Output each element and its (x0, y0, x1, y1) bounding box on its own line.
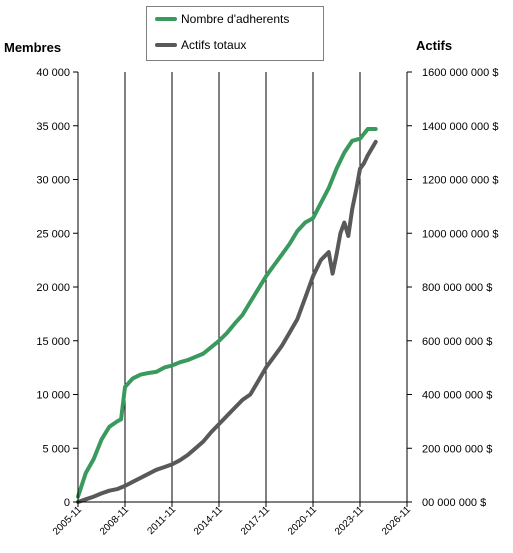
series-lines (76, 127, 378, 504)
right-tick-label: 400 000 000 $ (422, 390, 492, 402)
left-tick-label: 0 (64, 497, 70, 509)
legend-item-assets: Actifs totaux (155, 37, 246, 53)
x-tick-label: 2008-11 (98, 504, 132, 538)
right-tick-label: 1400 000 000 $ (422, 121, 498, 133)
left-axis-tick-labels: 0 5 000 10 000 15 000 20 000 25 000 30 000 35 0… (36, 67, 70, 509)
x-tick-label: 2023-11 (333, 504, 367, 538)
right-tick-label: 600 000 000 $ (422, 336, 492, 348)
left-tick-label: 15 000 (36, 336, 70, 348)
series-line-nombre-adherents (76, 127, 378, 499)
legend-swatch-members (155, 17, 177, 21)
right-tick-label: 00 000 000 $ (422, 497, 486, 509)
left-axis-title: Membres (4, 40, 62, 55)
left-tick-label: 10 000 (36, 390, 70, 402)
left-tick-label: 30 000 (36, 175, 70, 187)
right-tick-label: 1000 000 000 $ (422, 228, 498, 240)
x-tick-label: 2005-11 (51, 504, 85, 538)
axes (73, 71, 412, 507)
gridlines (77, 72, 408, 502)
x-axis-tick-labels: 2005-11 2008-11 2011-11 2014-11 2017-11 2020-… (51, 504, 414, 538)
series-line-actifs-totaux (76, 139, 378, 504)
legend-swatch-assets (155, 43, 177, 47)
left-tick-label: 5 000 (42, 443, 70, 455)
legend-label-assets: Actifs totaux (181, 38, 247, 52)
right-tick-label: 800 000 000 $ (422, 282, 492, 294)
left-tick-label: 25 000 (36, 228, 70, 240)
left-tick-label: 20 000 (36, 282, 70, 294)
right-axis-title: Actifs (416, 38, 453, 53)
left-tick-label: 35 000 (36, 121, 70, 133)
right-tick-label: 1200 000 000 $ (422, 175, 498, 187)
x-tick-label: 2014-11 (192, 504, 226, 538)
legend-item-members: Nombre d'adherents (155, 11, 289, 27)
x-tick-label: 2020-11 (286, 504, 320, 538)
right-tick-label: 200 000 000 $ (422, 443, 492, 455)
x-tick-label: 2011-11 (145, 504, 178, 537)
right-tick-label: 1600 000 000 $ (422, 67, 498, 79)
legend-label-members: Nombre d'adherents (181, 12, 290, 26)
x-tick-label: 2026-11 (380, 504, 414, 538)
left-tick-label: 40 000 (36, 67, 70, 79)
right-axis-tick-labels: 00 000 000 $ 200 000 000 $ 400 000 000 $ 60… (422, 67, 498, 509)
legend: Nombre d'adherents Actifs totaux (146, 6, 324, 61)
x-tick-label: 2017-11 (239, 504, 273, 538)
